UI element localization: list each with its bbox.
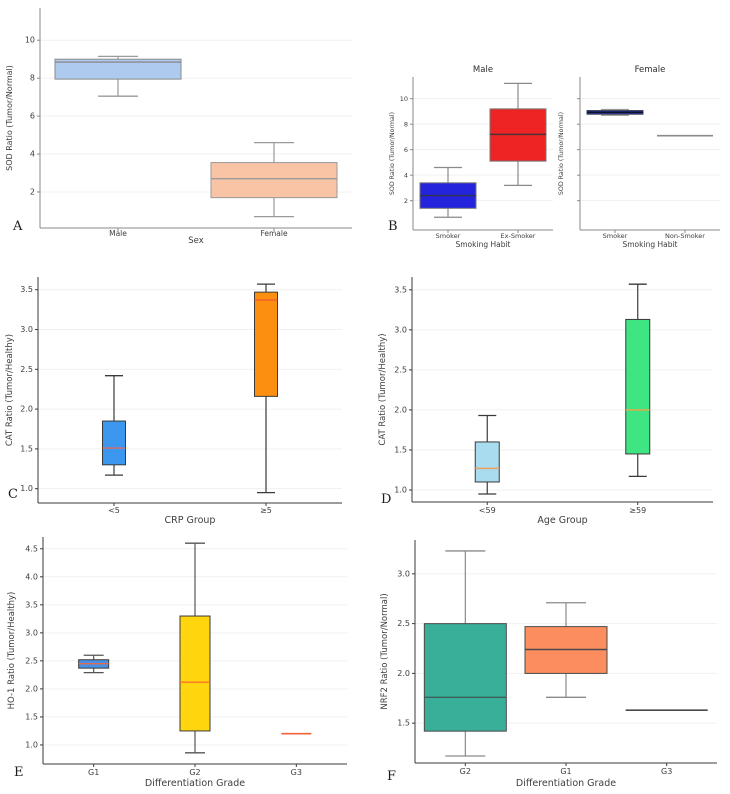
svg-text:1.5: 1.5 <box>397 719 410 728</box>
svg-text:Smoker: Smoker <box>603 232 628 240</box>
svg-text:3.0: 3.0 <box>394 325 407 334</box>
panel-c-cat-by-crp: 1.0 1.5 2.0 2.5 3.0 3.5 <5 ≥5 CRP Group CAT Ratio… <box>0 255 365 527</box>
svg-text:2.5: 2.5 <box>397 619 410 628</box>
panel-letter-e: E <box>14 765 24 780</box>
svg-text:Non-Smoker: Non-Smoker <box>665 232 705 240</box>
svg-text:G1: G1 <box>560 767 571 776</box>
svg-text:6: 6 <box>404 146 408 154</box>
svg-text:6: 6 <box>30 112 35 121</box>
svg-text:G2: G2 <box>460 767 471 776</box>
svg-text:10: 10 <box>25 36 35 45</box>
svg-text:Male: Male <box>109 229 127 238</box>
panel-d-cat-by-age: 1.0 1.5 2.0 2.5 3.0 3.5 <59 ≥59 Age Group CAT Rat… <box>365 255 730 527</box>
svg-text:CRP Group: CRP Group <box>165 515 216 526</box>
svg-text:Smoker: Smoker <box>436 232 461 240</box>
panel-e-ho1-by-grade: 1.0 1.5 2.0 2.5 3.0 3.5 4.0 4.5 G1 G2 G3 Differenti… <box>0 527 365 794</box>
svg-text:Smoking Habit: Smoking Habit <box>622 240 677 249</box>
svg-text:SOD Ratio (Tumor/Normal): SOD Ratio (Tumor/Normal) <box>5 65 14 171</box>
svg-text:4.0: 4.0 <box>25 572 38 581</box>
svg-text:1.5: 1.5 <box>394 445 407 454</box>
svg-text:4: 4 <box>30 150 35 159</box>
svg-text:2: 2 <box>404 197 408 205</box>
svg-text:Male: Male <box>473 65 493 75</box>
panel-letter-d: D <box>381 492 392 507</box>
svg-text:Female: Female <box>260 229 288 238</box>
svg-text:1.5: 1.5 <box>25 712 38 721</box>
panel-f-nrf2-by-grade: 1.5 2.0 2.5 3.0 G2 G1 G3 Differentiation Grade N… <box>365 527 730 794</box>
panel-letter-f: F <box>387 769 397 784</box>
svg-text:2: 2 <box>30 187 35 196</box>
svg-text:G3: G3 <box>291 768 302 777</box>
panel-b-sod-by-smoking: 2 4 6 8 10 Smoker Ex-Smoker Smoking Habit SOD Ra… <box>385 0 730 252</box>
boxplot-sod-by-sex: 2 4 6 8 10 Male Female Sex SOD Ratio (Tumor/Norm… <box>5 8 352 246</box>
svg-text:1.0: 1.0 <box>20 484 33 493</box>
svg-text:Differentiation Grade: Differentiation Grade <box>145 778 245 789</box>
svg-text:Sex: Sex <box>188 236 204 246</box>
svg-text:10: 10 <box>400 95 408 103</box>
svg-text:3.5: 3.5 <box>20 285 33 294</box>
svg-text:2.5: 2.5 <box>394 365 407 374</box>
svg-text:2.0: 2.0 <box>20 405 33 414</box>
svg-text:G3: G3 <box>661 767 672 776</box>
svg-text:CAT Ratio (Tumor/Healthy): CAT Ratio (Tumor/Healthy) <box>5 334 15 446</box>
svg-text:<5: <5 <box>108 506 120 515</box>
svg-text:8: 8 <box>30 74 35 83</box>
svg-text:HO-1 Ratio (Tumor/Healthy): HO-1 Ratio (Tumor/Healthy) <box>7 592 17 710</box>
svg-text:≥5: ≥5 <box>260 506 272 515</box>
svg-text:4.5: 4.5 <box>25 544 38 553</box>
panel-letter-c: C <box>8 487 18 502</box>
svg-text:3.5: 3.5 <box>394 285 407 294</box>
svg-text:3.0: 3.0 <box>397 569 410 578</box>
svg-text:G1: G1 <box>88 768 99 777</box>
svg-text:1.0: 1.0 <box>394 485 407 494</box>
panel-a-sod-by-sex: 2 4 6 8 10 Male Female Sex SOD Ratio (Tumor/Norm… <box>0 0 375 252</box>
svg-text:Smoking Habit: Smoking Habit <box>455 240 510 249</box>
svg-text:3.0: 3.0 <box>25 628 38 637</box>
svg-text:2.0: 2.0 <box>25 684 38 693</box>
svg-text:SOD Ratio (Tumor/Normal): SOD Ratio (Tumor/Normal) <box>389 112 396 195</box>
svg-text:CAT Ratio (Tumor/Healthy): CAT Ratio (Tumor/Healthy) <box>378 333 388 445</box>
svg-text:SOD Ratio (Tumor/Normal): SOD Ratio (Tumor/Normal) <box>558 112 565 195</box>
svg-text:4: 4 <box>404 172 408 180</box>
svg-text:3.0: 3.0 <box>20 325 33 334</box>
svg-text:Female: Female <box>635 65 666 75</box>
svg-text:1.0: 1.0 <box>25 740 38 749</box>
svg-text:2.5: 2.5 <box>25 656 38 665</box>
svg-text:3.5: 3.5 <box>25 600 38 609</box>
svg-text:Differentiation Grade: Differentiation Grade <box>516 778 616 789</box>
boxplot-cat-by-crp: 1.0 1.5 2.0 2.5 3.0 3.5 <5 ≥5 CRP Group CAT Ratio… <box>5 277 342 526</box>
svg-text:1.5: 1.5 <box>20 444 33 453</box>
svg-text:8: 8 <box>404 121 408 129</box>
panel-letter-b: B <box>388 219 398 234</box>
svg-text:2.0: 2.0 <box>394 405 407 414</box>
boxplot-nrf2-by-grade: 1.5 2.0 2.5 3.0 G2 G1 G3 Differentiation Grade N… <box>380 540 717 789</box>
svg-text:2.0: 2.0 <box>397 669 410 678</box>
svg-text:NRF2 Ratio (Tumor/Normal): NRF2 Ratio (Tumor/Normal) <box>380 593 390 709</box>
svg-text:Ex-Smoker: Ex-Smoker <box>501 232 536 240</box>
svg-text:2.5: 2.5 <box>20 365 33 374</box>
svg-text:<59: <59 <box>479 506 496 515</box>
panel-letter-a: A <box>13 219 23 234</box>
svg-text:≥59: ≥59 <box>629 506 646 515</box>
boxplot-ho1-by-grade: 1.0 1.5 2.0 2.5 3.0 3.5 4.0 4.5 G1 G2 G3 Differenti… <box>7 537 347 789</box>
svg-text:Age Group: Age Group <box>537 515 587 526</box>
boxplot-cat-by-age: 1.0 1.5 2.0 2.5 3.0 3.5 <59 ≥59 Age Group CAT Rat… <box>378 277 713 526</box>
svg-text:G2: G2 <box>189 768 200 777</box>
